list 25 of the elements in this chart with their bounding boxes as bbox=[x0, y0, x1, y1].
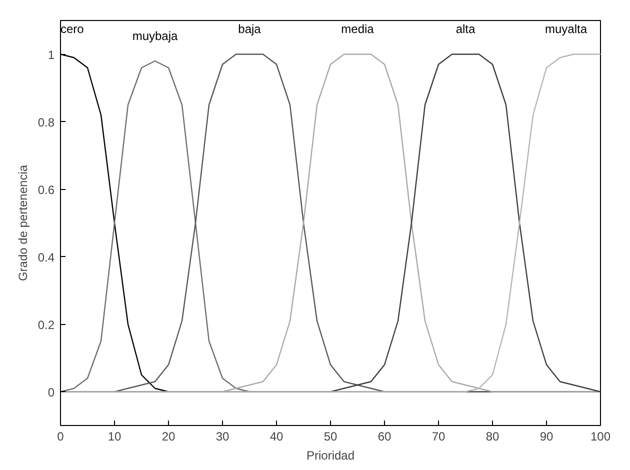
series-label: media bbox=[341, 22, 374, 36]
y-tick-label: 0.2 bbox=[38, 318, 55, 332]
x-tick-label: 10 bbox=[108, 430, 122, 444]
x-axis-title: Prioridad bbox=[306, 448, 355, 462]
x-tick-label: 50 bbox=[324, 430, 338, 444]
x-tick-label: 60 bbox=[378, 430, 392, 444]
series-label: cero bbox=[60, 22, 84, 36]
y-tick-label: 0.8 bbox=[38, 115, 55, 130]
x-tick-label: 90 bbox=[540, 430, 554, 444]
y-tick-label: 0.6 bbox=[38, 182, 55, 197]
x-tick-label: 40 bbox=[270, 430, 284, 444]
series-label: baja bbox=[238, 22, 262, 36]
y-axis-title: Grado de pertenencia bbox=[16, 164, 30, 282]
x-tick-label: 0 bbox=[57, 430, 64, 444]
x-tick-label: 30 bbox=[216, 430, 230, 444]
y-tick-label: 0.4 bbox=[38, 250, 55, 264]
y-tick-label: 1 bbox=[48, 48, 55, 62]
series-label: muyalta bbox=[544, 22, 588, 36]
x-tick-label: 100 bbox=[590, 430, 611, 444]
x-tick-label: 70 bbox=[432, 430, 446, 444]
x-tick-label: 80 bbox=[486, 430, 500, 444]
x-tick-label: 20 bbox=[162, 430, 176, 444]
y-tick-label: 0 bbox=[48, 385, 55, 400]
series-label: alta bbox=[456, 22, 476, 36]
text: muybaja bbox=[132, 28, 178, 43]
